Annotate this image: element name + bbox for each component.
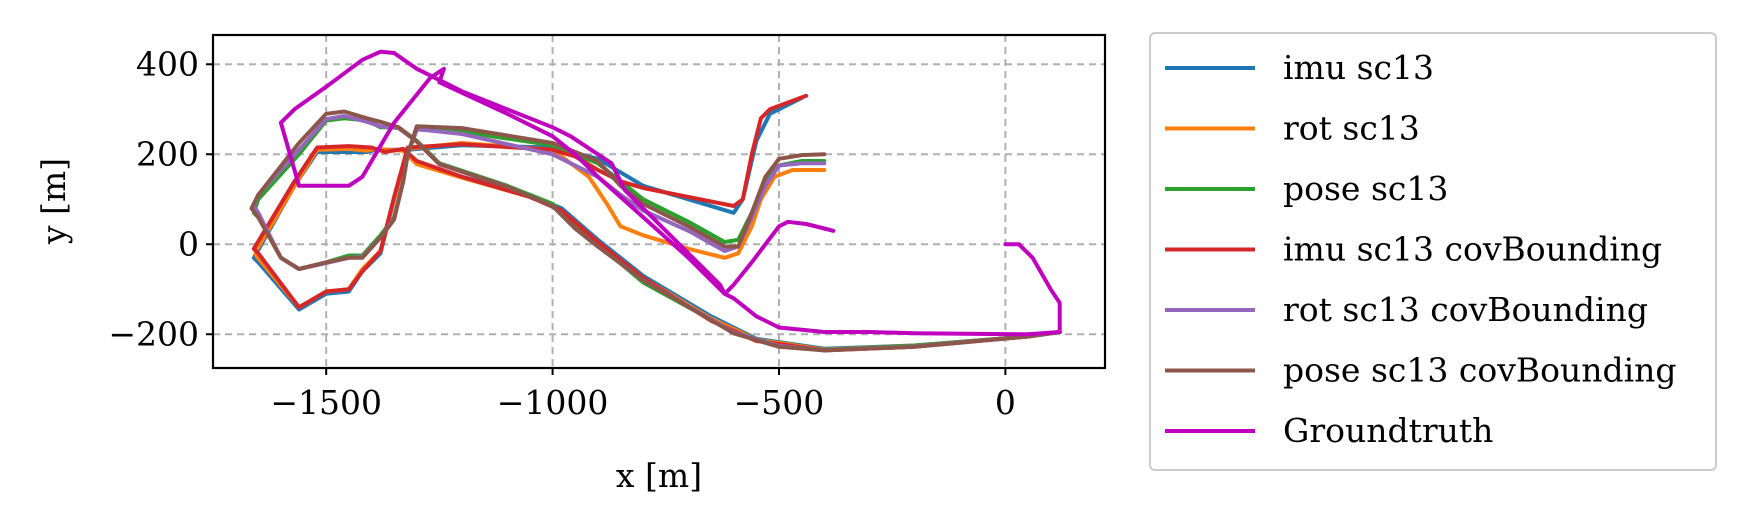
legend-label-pose-sc13-covbounding: pose sc13 covBounding bbox=[1283, 351, 1677, 390]
series-lines bbox=[249, 49, 1062, 353]
y-tick-label: 400 bbox=[136, 44, 199, 83]
series-line-rot-sc13 bbox=[254, 141, 1062, 352]
legend-label-rot-sc13-covbounding: rot sc13 covBounding bbox=[1283, 290, 1648, 329]
x-axis-label: x [m] bbox=[616, 456, 702, 495]
y-tick-label: 0 bbox=[178, 224, 199, 263]
legend-label-imu-sc13-covbounding: imu sc13 covBounding bbox=[1283, 230, 1662, 269]
axis-ticks: −1500 −1000 −500 0 400 200 0 −200 bbox=[108, 44, 1016, 422]
x-tick-label: −1000 bbox=[497, 383, 609, 422]
legend-label-rot-sc13: rot sc13 bbox=[1283, 109, 1420, 148]
legend-box bbox=[1149, 32, 1717, 471]
x-tick-label: −500 bbox=[734, 383, 825, 422]
grid-lines bbox=[213, 35, 1105, 368]
plot-frame bbox=[211, 33, 1107, 370]
legend: imu sc13 rot sc13 pose sc13 imu sc13 covBou… bbox=[1149, 32, 1717, 471]
series-line-groundtruth bbox=[278, 49, 1062, 337]
x-tick-label: −1500 bbox=[270, 383, 382, 422]
y-tick-label: 200 bbox=[136, 134, 199, 173]
y-axis-label: y [m] bbox=[34, 158, 73, 245]
legend-label-groundtruth: Groundtruth bbox=[1283, 411, 1493, 450]
legend-label-pose-sc13: pose sc13 bbox=[1283, 169, 1448, 208]
series-line-pose-sc13-covbounding bbox=[249, 109, 1062, 353]
series-line-imu-sc13-covbounding bbox=[251, 93, 1062, 353]
y-tick-label: −200 bbox=[108, 314, 199, 353]
legend-label-imu-sc13: imu sc13 bbox=[1283, 48, 1434, 87]
x-tick-label: 0 bbox=[995, 383, 1016, 422]
